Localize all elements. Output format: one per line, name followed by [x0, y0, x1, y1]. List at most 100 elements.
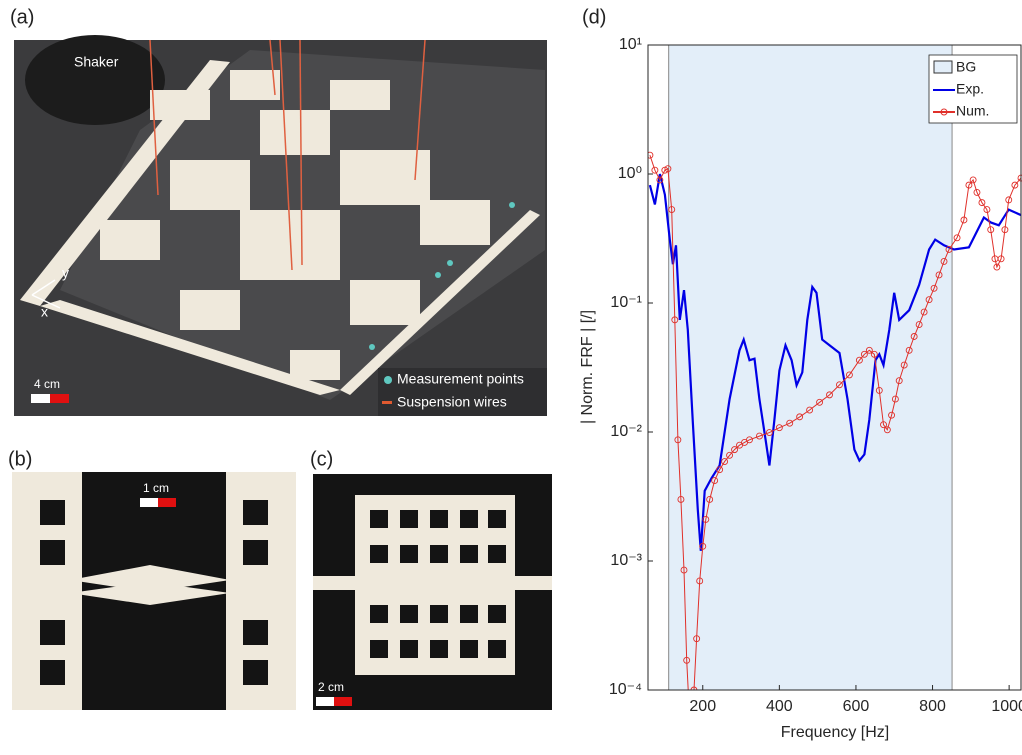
marker — [664, 165, 672, 173]
shaker-label: Shaker — [74, 54, 119, 70]
marker — [900, 361, 908, 369]
marker — [1011, 181, 1019, 189]
scale-label: 2 cm — [318, 680, 344, 694]
marker — [865, 346, 873, 354]
marker — [965, 181, 973, 189]
marker — [755, 432, 763, 440]
x-tick-label: 600 — [843, 698, 870, 715]
marker — [973, 188, 981, 196]
y-tick-label: 10⁻³ — [610, 552, 642, 569]
x-axis-title: Frequency [Hz] — [781, 724, 889, 741]
legend-label: Exp. — [956, 81, 984, 97]
marker — [997, 255, 1005, 263]
marker — [656, 176, 664, 184]
marker — [726, 451, 734, 459]
band — [668, 44, 953, 691]
marker — [786, 419, 794, 427]
x-tick-label: 400 — [766, 698, 793, 715]
y-tick-label: 10¹ — [619, 36, 642, 53]
marker — [860, 350, 868, 358]
x-tick-label: 200 — [689, 698, 716, 715]
marker — [731, 446, 738, 454]
legend-swatch — [933, 60, 953, 74]
marker — [699, 542, 707, 550]
marker — [775, 424, 783, 432]
marker — [796, 413, 804, 421]
marker — [806, 406, 814, 414]
marker — [945, 246, 953, 253]
marker — [696, 577, 704, 585]
marker — [978, 199, 986, 207]
marker — [651, 166, 659, 174]
marker — [993, 263, 1001, 271]
marker — [648, 151, 654, 159]
marker — [960, 216, 968, 224]
photo-c — [313, 474, 552, 710]
legend-label: BG — [956, 59, 976, 75]
marker — [845, 371, 853, 379]
marker — [940, 257, 948, 265]
marker — [891, 395, 899, 403]
marker — [855, 356, 863, 364]
marker — [716, 466, 724, 474]
marker — [987, 226, 995, 234]
marker — [905, 346, 913, 354]
marker — [983, 206, 991, 214]
scale-label: 1 cm — [143, 481, 169, 495]
marker — [935, 271, 943, 279]
axis-y-label: y — [62, 265, 69, 281]
marker — [706, 496, 714, 503]
scale-label: 4 cm — [34, 377, 60, 391]
marker — [920, 308, 928, 316]
marker — [674, 436, 682, 444]
marker — [671, 316, 679, 324]
marker — [721, 458, 729, 466]
y-axis-title: | Norm. FRF | [/] — [579, 310, 596, 424]
marker — [746, 436, 753, 444]
y-tick-label: 10⁰ — [618, 165, 642, 182]
marker — [677, 496, 685, 503]
marker — [765, 429, 773, 437]
series-line — [649, 154, 1022, 690]
marker — [816, 398, 824, 406]
photo-b — [12, 472, 296, 710]
marker — [895, 377, 903, 385]
panel-label: (a) — [10, 6, 34, 28]
x-tick-label: 1000 — [991, 698, 1022, 715]
marker — [693, 635, 701, 643]
legend-text: Suspension wires — [397, 394, 507, 410]
x-tick-label: 800 — [919, 698, 946, 715]
marker — [870, 350, 878, 358]
marker — [969, 176, 977, 184]
marker — [680, 566, 688, 574]
legend-text: Measurement points — [397, 371, 524, 387]
legend-label: Num. — [956, 103, 989, 119]
marker — [910, 333, 918, 340]
marker — [702, 515, 710, 523]
marker — [668, 206, 676, 214]
marker — [875, 386, 883, 394]
marker — [888, 411, 896, 419]
marker — [1001, 226, 1009, 234]
panel-label: (b) — [8, 448, 32, 470]
marker — [953, 234, 961, 242]
marker — [1005, 196, 1013, 204]
marker — [826, 391, 833, 399]
marker — [836, 381, 843, 389]
marker — [683, 656, 691, 664]
marker — [915, 321, 923, 329]
marker — [930, 284, 938, 292]
y-tick-label: 10⁻² — [610, 423, 642, 440]
plot-frame — [647, 44, 1022, 691]
axis-x-label: x — [41, 304, 48, 320]
panel-label: (c) — [310, 448, 333, 470]
legend-marker — [940, 108, 948, 116]
marker — [880, 421, 887, 429]
marker — [925, 296, 933, 304]
photo-a — [14, 35, 547, 416]
y-tick-label: 10⁻¹ — [610, 294, 642, 311]
marker — [687, 717, 693, 723]
marker — [711, 477, 719, 485]
series-line — [648, 173, 1022, 551]
